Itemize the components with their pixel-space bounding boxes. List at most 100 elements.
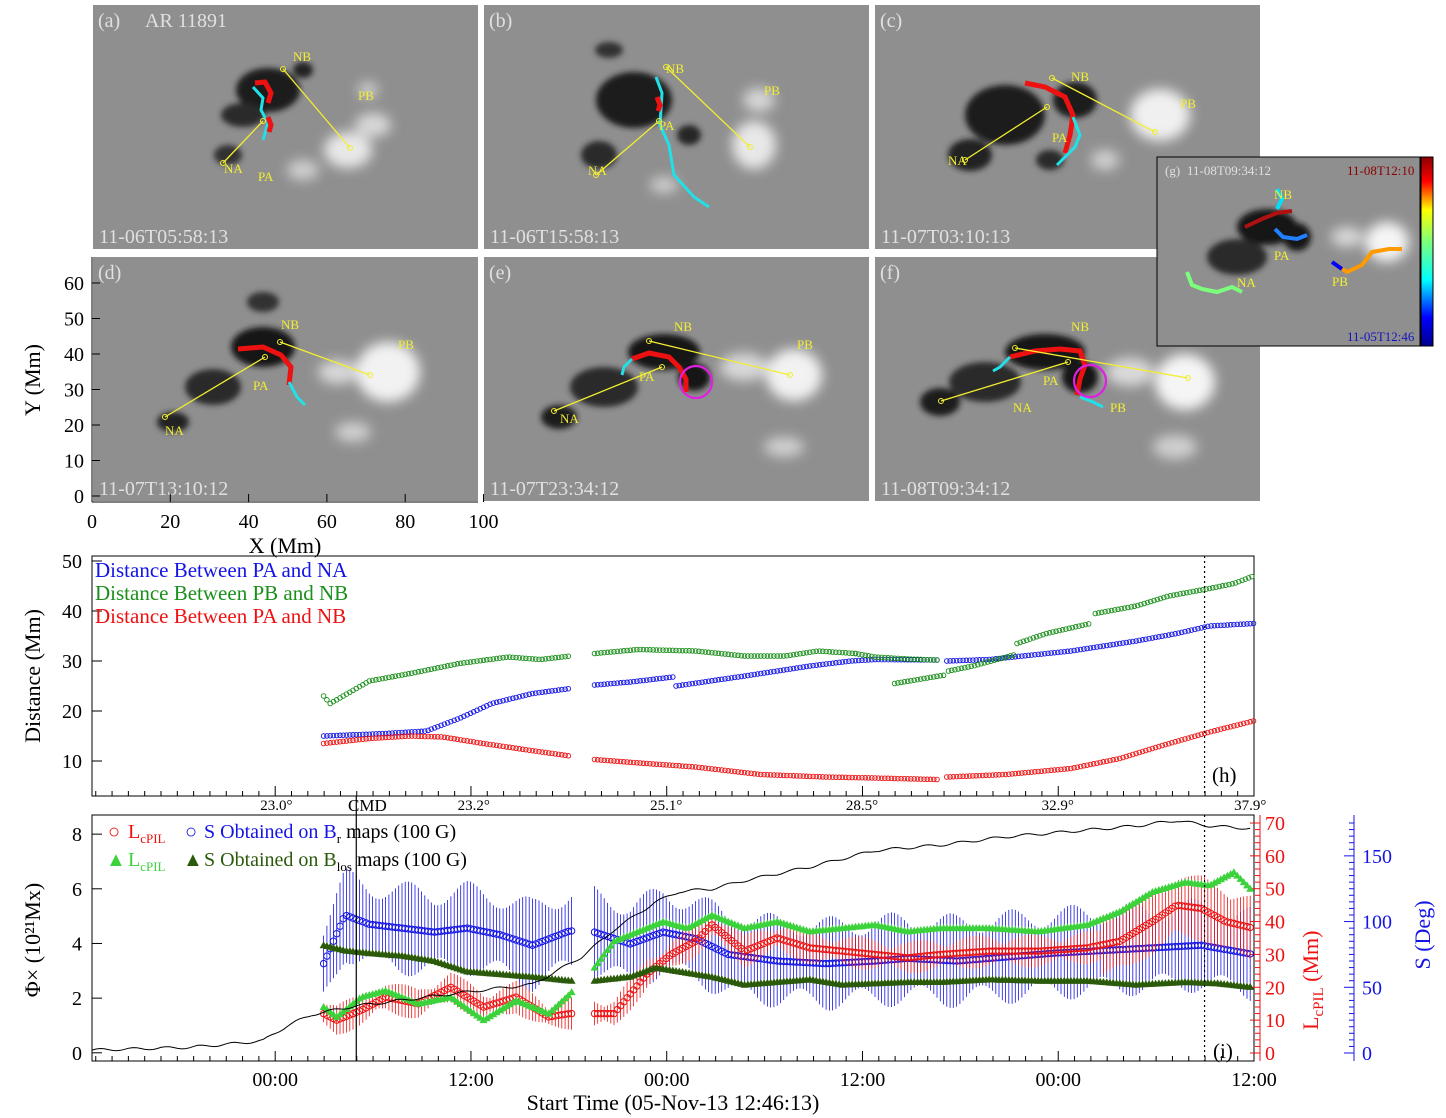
data-point (712, 650, 718, 656)
data-point (842, 658, 849, 665)
data-point (480, 657, 487, 664)
data-point (1198, 625, 1205, 631)
data-point (435, 734, 441, 740)
negative-polarity-g (1207, 209, 1311, 275)
data-point (666, 674, 673, 681)
data-point (603, 946, 612, 953)
data-point (526, 691, 532, 698)
i-y-ticks: 0 2 4 6 8 (72, 824, 102, 1065)
data-point (627, 759, 634, 766)
data-point (1182, 736, 1188, 742)
s-axis-label: S (Deg) (1410, 900, 1435, 969)
data-point (1107, 642, 1113, 648)
data-point (441, 663, 448, 670)
xy-axes: 0 10 20 30 40 50 60 0 20 40 60 80 100 X (Mm) Y (Mm) (20, 257, 499, 558)
data-point (1205, 729, 1211, 736)
data-point (1146, 746, 1152, 753)
data-point (751, 671, 758, 678)
data-point (630, 759, 637, 766)
data-point (751, 653, 758, 659)
data-point (1227, 622, 1234, 628)
data-point (415, 733, 422, 740)
lcpil-tick-label: 40 (1265, 912, 1285, 934)
data-point (738, 673, 745, 680)
data-point (968, 663, 975, 670)
data-point (399, 733, 405, 740)
data-point (869, 653, 875, 660)
data-point (369, 677, 376, 684)
data-point (790, 665, 797, 672)
data-point (1090, 761, 1097, 767)
data-point (1149, 745, 1156, 752)
data-point (1237, 621, 1244, 627)
data-point (637, 760, 643, 766)
data-point (859, 657, 865, 664)
data-point (493, 742, 500, 749)
i-x-tick-label: 12:00 (448, 1069, 494, 1091)
data-point (1244, 621, 1250, 627)
data-point (1152, 744, 1159, 751)
panel-label-b: (b) (489, 10, 512, 32)
data-point (454, 736, 461, 743)
data-point (1211, 622, 1218, 629)
data-point (477, 657, 484, 664)
data-point (552, 655, 559, 661)
data-point (1024, 637, 1030, 643)
data-point (637, 678, 643, 684)
data-point (536, 656, 542, 663)
data-point (490, 742, 497, 748)
lcpil-axis-label: LcPIL (Mm) (1298, 931, 1327, 1030)
data-point (320, 740, 327, 747)
data-point (492, 1008, 501, 1016)
data-point (686, 763, 692, 770)
data-point (1041, 650, 1048, 657)
data-point (921, 656, 927, 663)
data-point (895, 680, 901, 686)
lcpil-tick-label: 20 (1265, 977, 1285, 999)
data-point (984, 659, 991, 665)
data-point (405, 733, 412, 739)
data-point (614, 680, 621, 686)
data-point (653, 761, 660, 767)
data-point (1040, 631, 1046, 638)
data-point (499, 1004, 508, 1012)
data-point (966, 657, 973, 663)
data-point (324, 740, 330, 746)
data-point (803, 773, 810, 780)
data-point (718, 767, 725, 773)
data-point (611, 648, 617, 655)
data-point (973, 657, 979, 663)
data-point (643, 646, 650, 653)
data-point (1102, 608, 1108, 615)
data-point (1053, 628, 1059, 635)
data-point (431, 734, 438, 740)
data-point (940, 672, 947, 679)
data-point (1154, 596, 1161, 603)
h-y-tick-label: 50 (62, 551, 82, 573)
data-point (722, 651, 728, 657)
data-point (532, 656, 539, 662)
data-point (1231, 723, 1237, 729)
data-point (608, 649, 614, 655)
data-point (1116, 755, 1123, 762)
data-point (1223, 582, 1229, 588)
data-point (444, 663, 451, 669)
data-point (885, 775, 891, 782)
data-point (1141, 891, 1150, 899)
data-point (952, 666, 958, 673)
data-point (1068, 765, 1074, 772)
data-point (1178, 737, 1185, 743)
data-point (559, 654, 565, 660)
data-point (656, 647, 663, 653)
data-point (539, 749, 545, 755)
data-point (1246, 982, 1255, 990)
data-point (1015, 653, 1022, 660)
data-point (735, 652, 741, 659)
data-point (428, 666, 435, 672)
colorbar-top-label: 11-08T12:10 (1347, 163, 1414, 178)
data-point (431, 665, 438, 672)
data-point (451, 736, 457, 742)
data-point (617, 648, 624, 654)
data-point (562, 752, 568, 759)
data-point (692, 648, 699, 654)
